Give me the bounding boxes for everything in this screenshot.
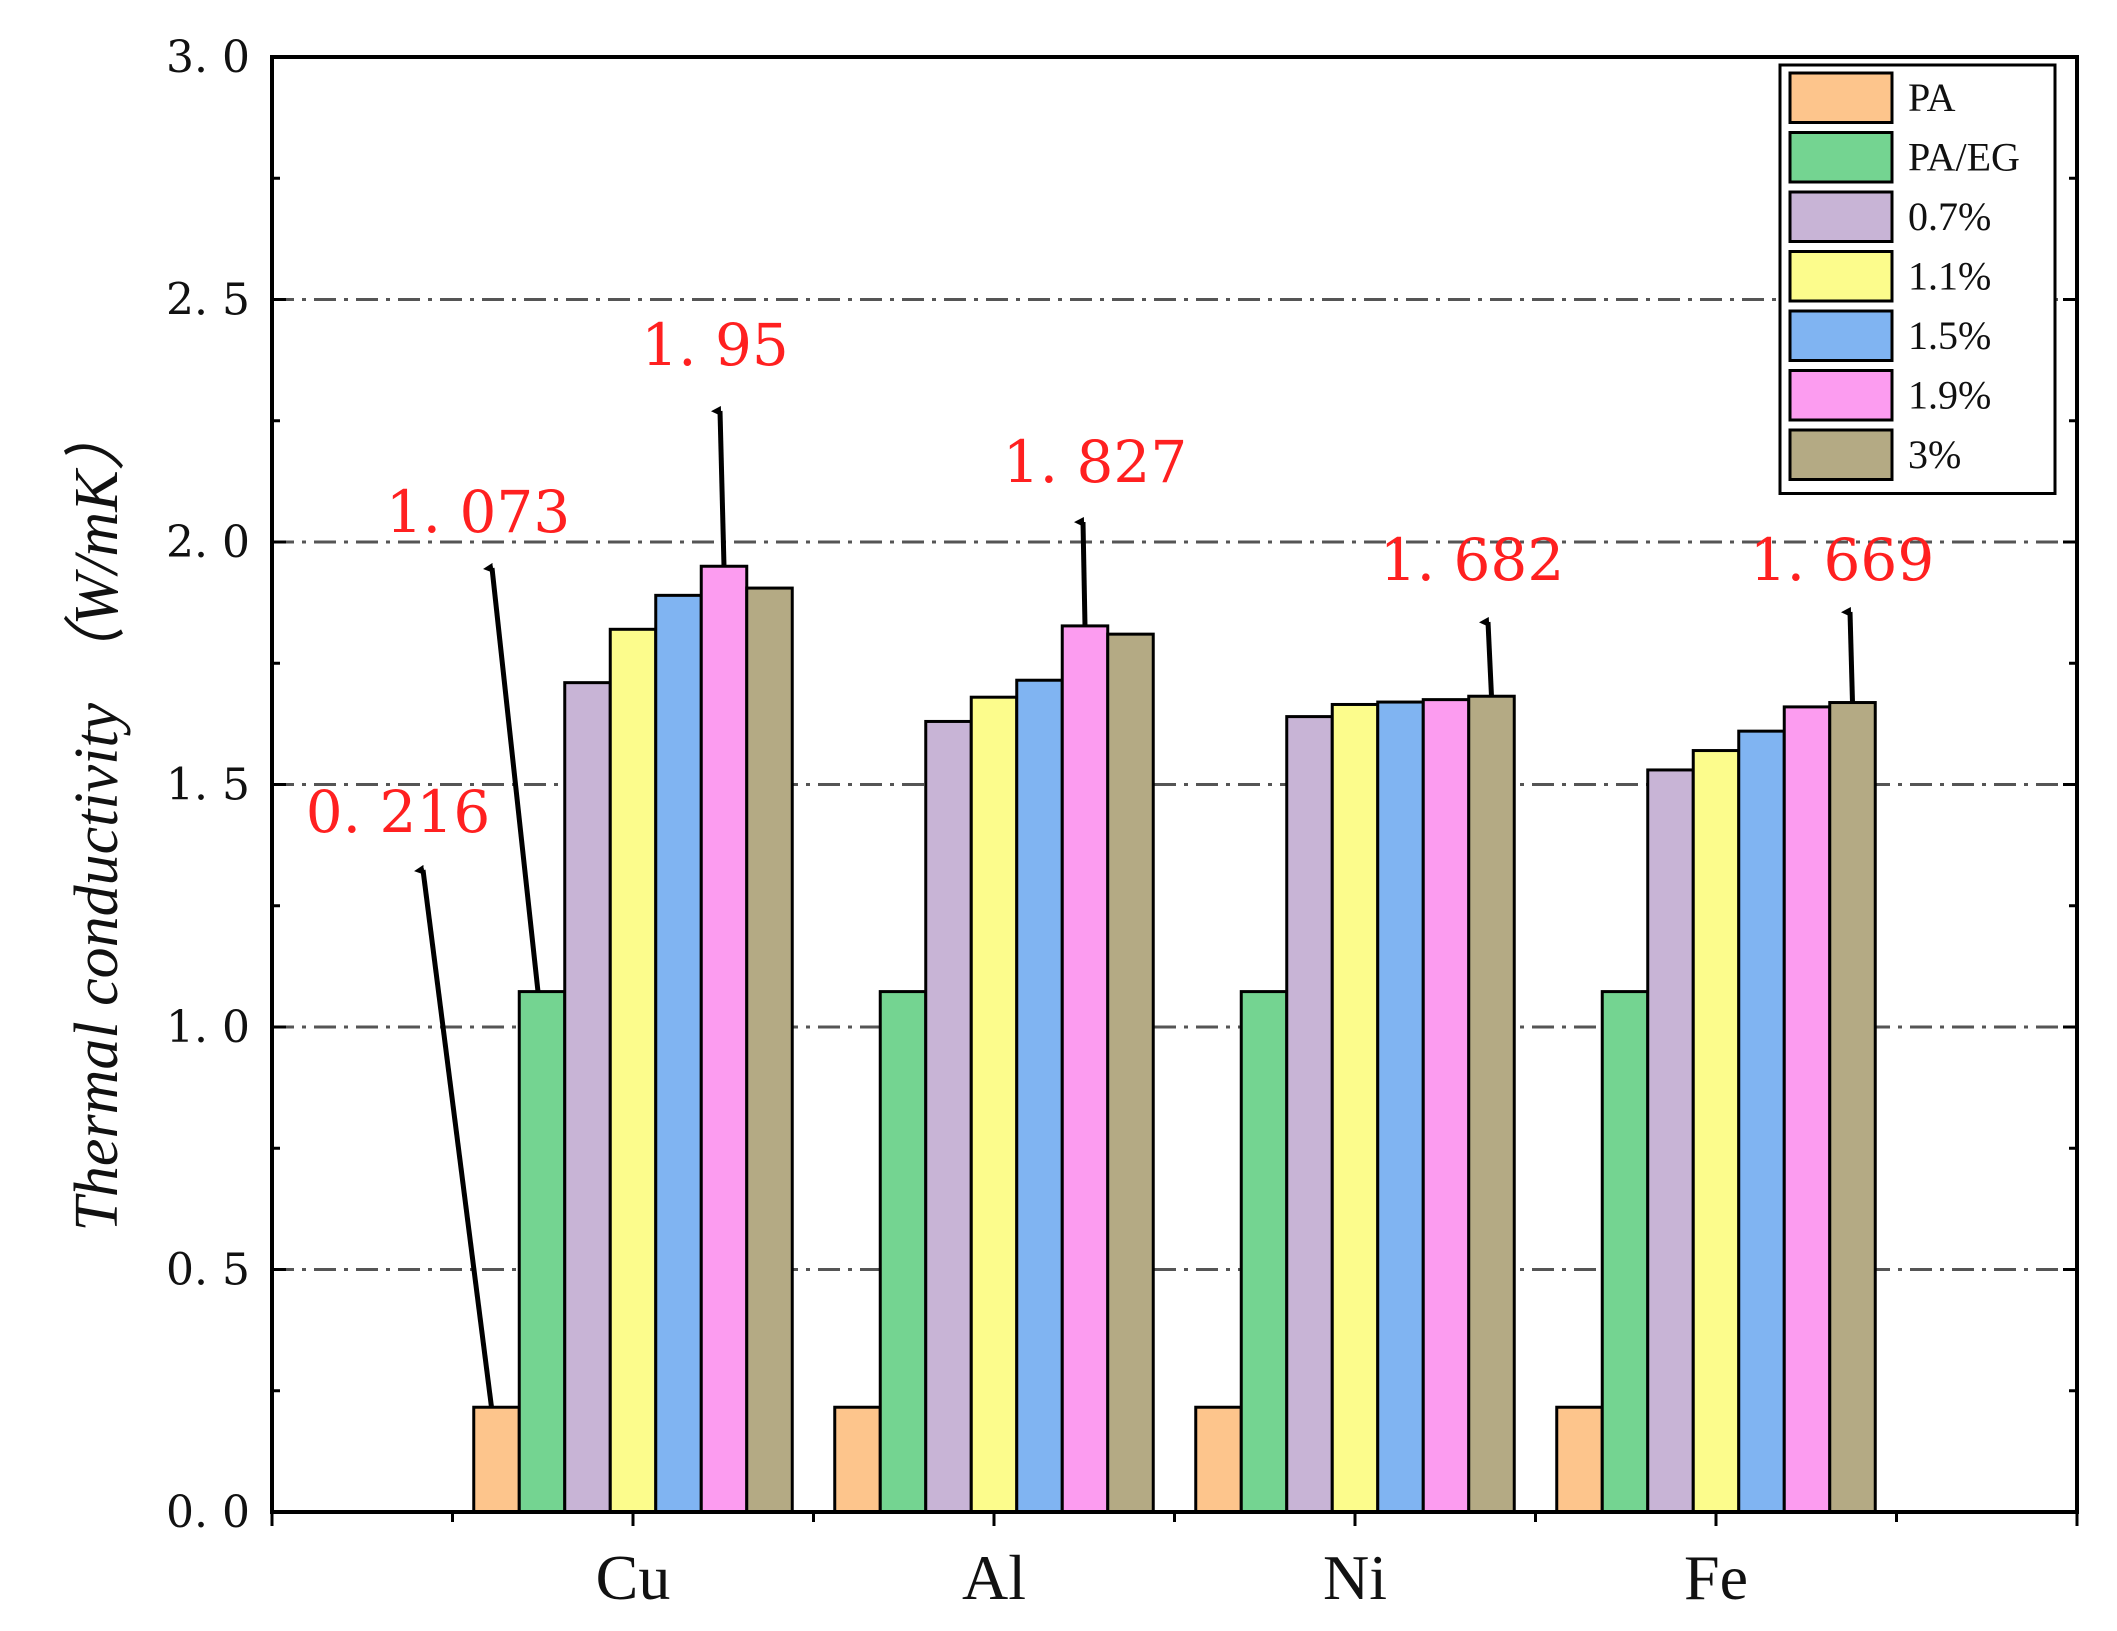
plot-frame	[270, 55, 2079, 1514]
legend-swatch	[1788, 250, 1894, 303]
bar-al-1	[878, 990, 928, 1514]
legend-swatch	[1788, 190, 1894, 243]
bar-cu-6	[745, 586, 794, 1514]
category-labels: Cu Al Ni Fe	[596, 1542, 1748, 1613]
legend-label: 1.1%	[1908, 254, 1991, 299]
legend-swatch	[1788, 369, 1894, 422]
annotations: 0. 216 1. 073 1. 95 1. 827 1. 682 1. 669	[306, 311, 1934, 1408]
legend-label: 3%	[1908, 432, 1961, 477]
y-tick-label: 2. 5	[166, 275, 250, 326]
bar-ni-5	[1421, 698, 1471, 1514]
annotation-label: 1. 827	[1003, 428, 1187, 496]
y-axis-title: Thermal conductivity （W/mK）	[63, 408, 131, 1231]
tick-labels: 0. 0 0. 5 1. 0 1. 5 2. 0 2. 5 3. 0	[166, 32, 250, 1538]
bar-al-0	[833, 1405, 882, 1514]
annotation-arrow	[414, 864, 494, 1408]
annotation-arrow	[711, 405, 727, 567]
bar-cu-0	[472, 1405, 521, 1514]
bar-ni-0	[1194, 1405, 1243, 1514]
legend-swatch	[1788, 71, 1894, 124]
bar-fe-3	[1691, 749, 1741, 1514]
axes	[270, 55, 2079, 1526]
category-label-ni: Ni	[1323, 1542, 1387, 1613]
bar-cu-5	[699, 564, 749, 1514]
bar-al-3	[969, 695, 1019, 1514]
bar-ni-1	[1239, 990, 1289, 1514]
annotation-arrow	[1841, 606, 1855, 703]
y-tick-label: 1. 0	[166, 1002, 250, 1053]
annotation-label: 1. 682	[1380, 526, 1564, 594]
bar-cu-3	[608, 627, 658, 1514]
y-tick-label: 2. 0	[166, 517, 250, 568]
category-label-cu: Cu	[596, 1542, 671, 1613]
bar-cu-4	[654, 593, 703, 1514]
bar-fe-1	[1600, 990, 1650, 1514]
annotation-arrow	[1479, 616, 1494, 697]
legend-label: PA	[1908, 75, 1956, 120]
bars	[472, 564, 1877, 1514]
bar-ni-2	[1285, 715, 1334, 1514]
annotation-arrow	[483, 562, 541, 992]
y-tick-label: 0. 0	[166, 1487, 250, 1538]
legend-swatch	[1788, 131, 1894, 184]
bar-fe-6	[1828, 701, 1877, 1514]
annotation-label: 1. 669	[1750, 526, 1934, 594]
bar-fe-5	[1782, 705, 1832, 1514]
y-tick-label: 1. 5	[166, 760, 250, 811]
annotation-label: 0. 216	[306, 778, 490, 846]
category-label-al: Al	[962, 1542, 1026, 1613]
bar-al-4	[1015, 678, 1064, 1514]
legend-label: 0.7%	[1908, 194, 1991, 239]
bar-fe-2	[1646, 768, 1695, 1514]
bar-fe-0	[1555, 1405, 1604, 1514]
bar-fe-4	[1737, 729, 1786, 1514]
bar-al-6	[1106, 632, 1155, 1514]
bar-ni-3	[1330, 702, 1380, 1514]
annotation-arrow	[1074, 516, 1088, 626]
legend-label: 1.9%	[1908, 373, 1991, 418]
legend-label: 1.5%	[1908, 313, 1991, 358]
annotation-label: 1. 95	[641, 311, 789, 379]
bar-al-5	[1060, 624, 1110, 1514]
bar-ni-4	[1376, 700, 1425, 1514]
legend-swatch	[1788, 428, 1894, 481]
category-label-fe: Fe	[1684, 1542, 1748, 1613]
annotation-label: 1. 073	[386, 478, 570, 546]
legend-label: PA/EG	[1908, 135, 2020, 180]
bar-ni-6	[1467, 694, 1516, 1514]
legend-swatch	[1788, 309, 1894, 362]
bar-cu-1	[517, 990, 567, 1514]
bar-al-2	[924, 719, 973, 1514]
legend: PA PA/EG 0.7% 1.1% 1.5% 1.9% 3%	[1778, 63, 2057, 495]
bar-cu-2	[563, 681, 612, 1514]
y-tick-label: 3. 0	[166, 32, 250, 83]
y-tick-label: 0. 5	[166, 1245, 250, 1296]
